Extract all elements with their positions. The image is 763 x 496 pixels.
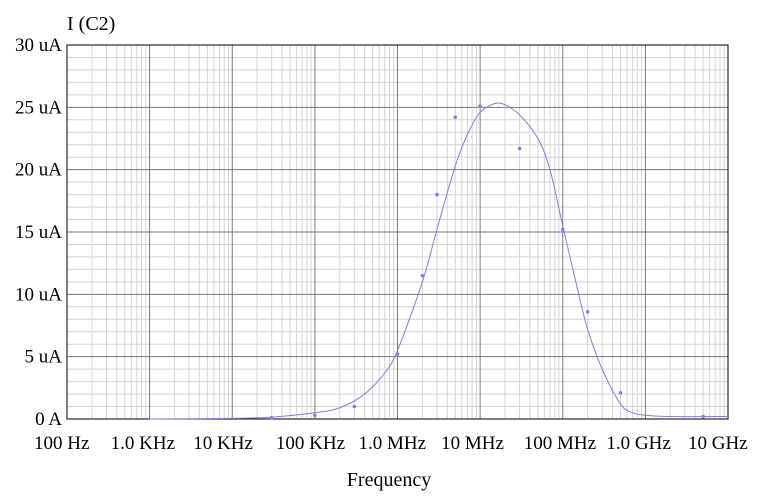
series-marker	[453, 115, 458, 120]
x-tick-label: 1.0 GHz	[606, 433, 670, 454]
x-tick-label: 100 Hz	[34, 433, 89, 454]
x-tick-labels: 100 Hz 1.0 KHz 10 KHz 100 KHz 1.0 MHz 10 MHz 1…	[34, 433, 748, 454]
y-tick-label: 10 uA	[15, 284, 62, 305]
y-tick-label: 15 uA	[15, 222, 62, 243]
series-markers	[269, 104, 705, 420]
y-tick-labels: 0 A 5 uA 10 uA 15 uA 20 uA 25 uA 30 uA	[15, 35, 62, 430]
y-tick-label: 25 uA	[15, 97, 62, 118]
series-marker	[701, 414, 705, 419]
x-tick-label: 10 KHz	[193, 433, 253, 454]
series-marker	[269, 415, 274, 420]
y-tick-label: 30 uA	[15, 35, 62, 56]
series-marker	[517, 146, 522, 151]
plot-frame	[66, 44, 729, 420]
series-marker	[618, 391, 623, 395]
series-line-ic2	[149, 102, 729, 420]
x-tick-label: 1.0 KHz	[111, 433, 175, 454]
major-grid	[67, 45, 728, 419]
x-axis-label: Frequency	[347, 469, 431, 491]
series-marker	[395, 352, 400, 356]
x-tick-label: 1.0 MHz	[359, 433, 427, 454]
series-marker	[560, 227, 565, 232]
series-marker	[435, 192, 439, 197]
series-marker	[420, 273, 425, 278]
x-tick-label: 10 MHz	[441, 433, 504, 454]
x-tick-label: 100 KHz	[276, 433, 345, 454]
y-tick-label: 0 A	[35, 409, 62, 430]
series-marker	[313, 413, 317, 418]
series-marker	[585, 309, 590, 314]
series-marker	[478, 104, 482, 108]
series-marker	[352, 404, 357, 409]
x-tick-label: 10 GHz	[688, 433, 748, 454]
y-axis-label: I (C2)	[67, 13, 115, 35]
y-tick-label: 5 uA	[25, 347, 63, 368]
y-tick-label: 20 uA	[15, 160, 62, 181]
x-tick-label: 100 MHz	[524, 433, 596, 454]
